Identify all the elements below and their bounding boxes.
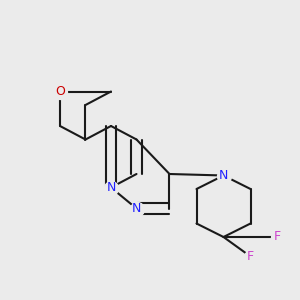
Text: N: N	[132, 202, 141, 215]
Text: N: N	[106, 181, 116, 194]
Text: O: O	[55, 85, 65, 98]
Text: F: F	[247, 250, 254, 263]
Text: F: F	[274, 230, 281, 244]
Text: N: N	[219, 169, 228, 182]
